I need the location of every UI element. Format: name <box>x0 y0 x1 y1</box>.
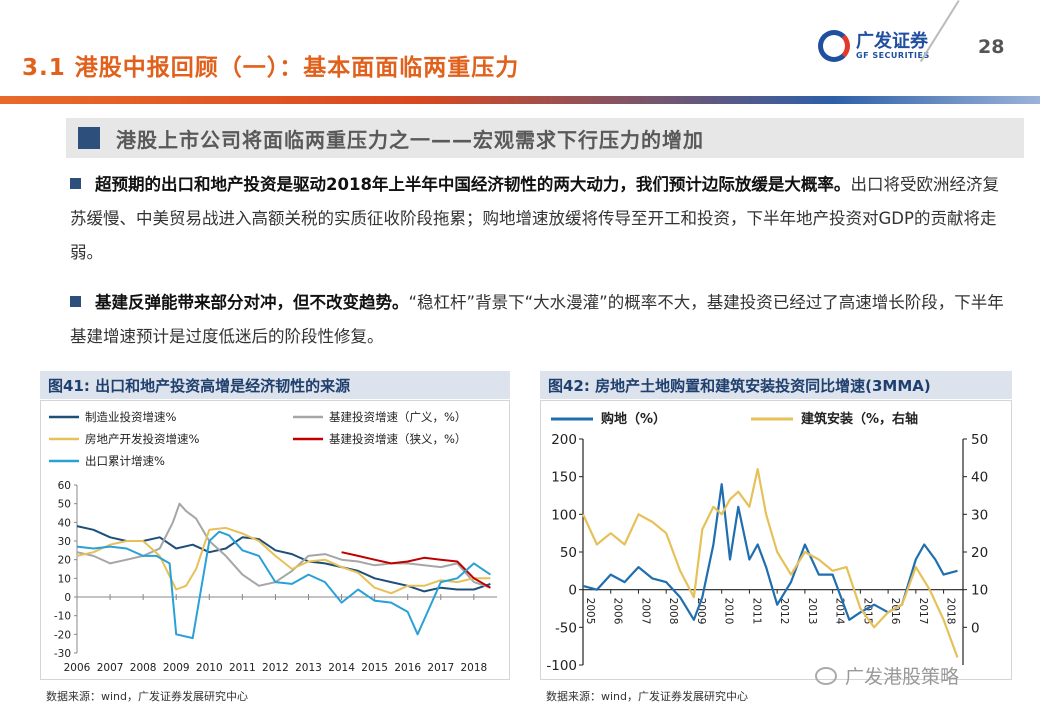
figure-41-title: 图41: 出口和地产投资高增是经济韧性的来源 <box>40 371 510 399</box>
x-tick-label: 2013 <box>295 662 322 674</box>
legend-label: 建筑安装（%，右轴 <box>801 411 918 427</box>
series-line <box>76 525 491 593</box>
x-tick-label: 2006 <box>612 598 624 625</box>
y-tick-label: -20 <box>54 629 71 641</box>
logo-en-text: GF SECURITIES <box>856 50 930 60</box>
section-square-icon <box>78 127 100 149</box>
x-tick-label: 2007 <box>97 662 124 674</box>
watermark-text: 广发港股策略 <box>845 666 960 688</box>
bullet-2-text: “稳杠杆”背景下“大水漫灌”的概率不大，基建投资已经过了高速增长阶段，下半年基建… <box>70 293 1004 346</box>
x-tick-label: 2013 <box>806 598 818 625</box>
x-tick-label: 2010 <box>723 598 735 625</box>
y-tick-label-left: -100 <box>546 658 577 674</box>
x-tick-label: 2010 <box>196 662 223 674</box>
x-tick-label: 2005 <box>584 598 596 625</box>
y-tick-label-right: 50 <box>971 432 988 448</box>
legend-label: 房地产开发投资增速% <box>85 432 199 446</box>
y-tick-label-left: 200 <box>551 432 577 448</box>
x-tick-label: 2018 <box>945 598 957 625</box>
x-tick-label: 2008 <box>667 598 679 625</box>
logo-cn-text: 广发证券 <box>856 30 928 52</box>
figure-42-source: 数据来源：wind，广发证券发展研究中心 <box>546 690 749 703</box>
x-tick-label: 2016 <box>889 598 901 625</box>
x-tick-label: 2011 <box>750 598 762 625</box>
page-title: 3.1 港股中报回顾（一）：基本面面临两重压力 <box>22 55 520 81</box>
x-tick-label: 2007 <box>639 598 651 625</box>
x-tick-label: 2011 <box>229 662 256 674</box>
x-tick-label: 2018 <box>460 662 487 674</box>
chart-41: 制造业投资增速% 基建投资增速（广义，%） 房地产开发投资增速% 基建投资增速（狭义，… <box>49 410 497 674</box>
legend-label: 购地（%） <box>601 411 666 427</box>
x-tick-label: 2008 <box>130 662 157 674</box>
company-logo: 广发证券 GF SECURITIES <box>818 30 930 62</box>
wechat-watermark: 广发港股策略 <box>815 662 959 689</box>
x-tick-label: 2012 <box>262 662 289 674</box>
x-tick-label: 2009 <box>695 598 707 625</box>
bullet-1-text: 出口将受欧洲经济复苏缓慢、中美贸易战进入高额关税的实质征收阶段拖累；购地增速放缓… <box>70 175 999 262</box>
y-tick-label-left: 0 <box>568 583 577 599</box>
y-tick-label: -30 <box>54 648 71 660</box>
y-tick-label-left: 150 <box>551 470 577 486</box>
y-tick-label-right: 10 <box>971 583 988 599</box>
y-tick-label-right: 30 <box>971 507 988 523</box>
series-line <box>76 526 491 595</box>
wechat-icon <box>815 666 837 685</box>
legend-label: 出口累计增速% <box>85 454 165 468</box>
x-tick-label: 2006 <box>64 662 91 674</box>
y-tick-label: 20 <box>58 555 71 567</box>
y-tick-label: 60 <box>58 480 71 492</box>
x-tick-label: 2016 <box>394 662 421 674</box>
series-line <box>76 530 491 640</box>
x-tick-label: 2015 <box>361 662 388 674</box>
y-tick-label: 40 <box>58 517 71 529</box>
legend-label: 基建投资增速（广义，%） <box>329 410 466 424</box>
y-tick-label-right: 20 <box>971 545 988 561</box>
chart-42: 购地（%） 建筑安装（%，右轴 -100 -50 0 50 100 150 200 0 10 20 30… <box>546 411 988 674</box>
legend-label: 基建投资增速（狭义，%） <box>329 432 466 446</box>
section-heading-bar: 港股上市公司将面临两重压力之一——宏观需求下行压力的增加 <box>66 118 1024 158</box>
bullet-square-icon <box>70 178 81 189</box>
x-tick-label: 2009 <box>163 662 190 674</box>
bullet-1: 超预期的出口和地产投资是驱动2018年上半年中国经济韧性的两大动力，我们预计边际… <box>70 168 1010 270</box>
series-line <box>582 468 959 658</box>
x-tick-label: 2017 <box>427 662 454 674</box>
bullet-2: 基建反弹能带来部分对冲，但不改变趋势。“稳杠杆”背景下“大水漫灌”的概率不大，基… <box>70 286 1010 354</box>
y-tick-label-left: 100 <box>551 507 577 523</box>
gf-logo-icon <box>818 30 850 62</box>
y-tick-label: 50 <box>58 499 71 511</box>
x-tick-label: 2012 <box>778 598 790 625</box>
figure-41-source: 数据来源：wind，广发证券发展研究中心 <box>46 690 249 703</box>
y-tick-label: 10 <box>58 573 71 585</box>
chart-42-container: 购地（%） 建筑安装（%，右轴 -100 -50 0 50 100 150 200 0 10 20 30… <box>540 400 1012 680</box>
x-tick-label: 2014 <box>328 662 355 674</box>
y-tick-label: 0 <box>64 592 71 604</box>
bullet-square-icon <box>70 296 81 307</box>
legend-label: 制造业投资增速% <box>85 410 176 424</box>
bullet-1-bold: 超预期的出口和地产投资是驱动2018年上半年中国经济韧性的两大动力，我们预计边际… <box>95 175 851 194</box>
y-tick-label: -10 <box>54 611 71 623</box>
y-tick-label-right: 40 <box>971 470 988 486</box>
x-tick-label: 2015 <box>861 598 873 625</box>
chart-41-container: 制造业投资增速% 基建投资增速（广义，%） 房地产开发投资增速% 基建投资增速（狭义，… <box>40 400 510 680</box>
x-tick-label: 2017 <box>917 598 929 625</box>
y-tick-label-left: 50 <box>560 545 577 561</box>
figure-42-title: 图42: 房地产土地购置和建筑安装投资同比增速(3MMA) <box>540 371 1012 399</box>
section-heading: 港股上市公司将面临两重压力之一——宏观需求下行压力的增加 <box>116 127 704 152</box>
y-tick-label: 30 <box>58 536 71 548</box>
y-tick-label-left: -50 <box>555 620 577 636</box>
series-line <box>76 502 491 589</box>
page-number: 28 <box>978 36 1005 58</box>
x-tick-label: 2014 <box>834 598 846 625</box>
bullet-2-bold: 基建反弹能带来部分对冲，但不改变趋势。 <box>95 293 409 312</box>
header-gradient-bar <box>0 96 1040 104</box>
y-tick-label-right: 0 <box>971 620 980 636</box>
